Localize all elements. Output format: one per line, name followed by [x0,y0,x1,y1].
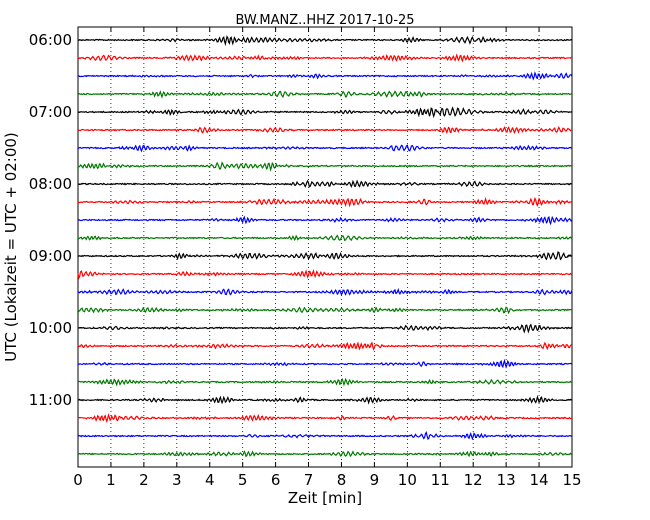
x-tick-label: 14 [530,471,549,489]
chart-title: BW.MANZ..HHZ 2017-10-25 [235,13,414,28]
x-tick-label: 8 [337,471,347,489]
seismogram-trace [77,269,573,280]
y-tick-label: 08:00 [29,175,72,193]
y-tick-label: 07:00 [29,103,72,121]
x-tick-label: 9 [370,471,380,489]
seismogram-trace [77,430,573,441]
seismogram-trace [77,251,573,261]
y-axis-label: UTC (Lokalzeit = UTC + 02:00) [2,132,20,362]
x-axis-label: Zeit [min] [288,489,362,507]
seismogram-trace [77,341,573,351]
x-ticks: 0 1 2 3 4 5 6 7 8 9 10 11 12 13 14 15 [73,27,582,489]
x-tick-label: 7 [304,471,314,489]
x-tick-label: 1 [106,471,116,489]
seismogram-trace [77,288,573,296]
plot-frame [77,26,573,468]
seismogram-trace [77,323,573,334]
seismogram-trace [77,179,573,188]
traces [77,35,573,458]
seismogram-trace [77,106,573,119]
x-tick-label: 5 [238,471,248,489]
seismogram-trace [77,90,573,99]
x-tick-label: 12 [464,471,483,489]
seismogram-trace [77,53,573,63]
x-tick-label: 2 [139,471,149,489]
x-tick-label: 11 [431,471,450,489]
seismogram-trace [77,161,573,172]
seismogram-trace [77,196,573,208]
x-tick-label: 10 [398,471,417,489]
x-tick-label: 4 [205,471,215,489]
seismogram-trace [77,234,573,242]
x-tick-label: 3 [172,471,182,489]
seismogram-trace [77,394,573,405]
seismogram-trace [77,125,573,135]
seismogram-trace [77,144,573,153]
seismogram-trace [77,450,573,458]
seismogram-trace [77,358,573,369]
x-grid [110,27,540,467]
x-tick-label: 6 [271,471,281,489]
seismogram-trace [77,413,573,424]
y-tick-label: 11:00 [29,391,72,409]
y-tick-label: 09:00 [29,247,72,265]
seismogram-trace [77,215,573,226]
plot-area: 0 1 2 3 4 5 6 7 8 9 10 11 12 13 14 15 06:0007:0008:0009… [29,26,582,489]
x-tick-label: 13 [497,471,516,489]
y-ticks: 06:00 07:00 08:00 09:00 10:00 11:00 [29,31,572,409]
y-tick-label: 06:00 [29,31,72,49]
x-tick-label: 15 [562,471,581,489]
y-tick-label: 10:00 [29,319,72,337]
seismogram-trace [77,377,573,387]
x-tick-label: 0 [73,471,83,489]
seismogram-trace [77,306,573,315]
seismogram-trace [77,35,573,47]
seismogram-trace [77,71,573,81]
